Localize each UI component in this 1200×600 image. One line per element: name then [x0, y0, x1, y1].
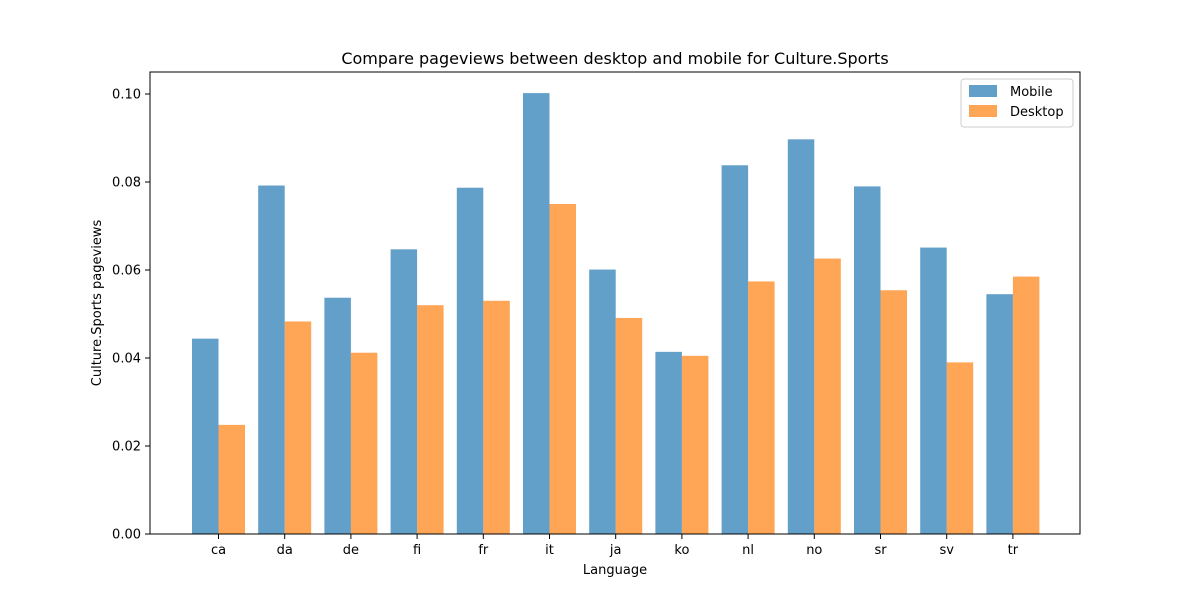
x-tick-label-fi: fi	[413, 543, 421, 558]
bars-layer	[192, 93, 1040, 535]
bar-mobile-sr	[854, 186, 881, 534]
x-tick-label-ja: ja	[609, 543, 622, 558]
bar-mobile-no	[787, 139, 815, 534]
bar-mobile-sv	[920, 247, 947, 534]
bar-mobile-ko	[655, 351, 682, 534]
plot-frame	[149, 71, 1081, 535]
y-tick-label-0.06: 0.06	[112, 264, 141, 279]
x-tick-label-ko: ko	[674, 543, 689, 558]
bar-mobile-ja	[589, 269, 616, 534]
x-tick-label-ca: ca	[211, 543, 226, 558]
y-axis-label: Culture.Sports pageviews	[90, 220, 105, 387]
bar-desktop-ko	[681, 355, 709, 534]
bar-desktop-da	[284, 321, 312, 534]
x-tick-label-sv: sv	[939, 543, 954, 558]
legend-swatch-desktop	[969, 105, 997, 117]
bar-desktop-fr	[483, 300, 510, 534]
bar-desktop-nl	[748, 281, 775, 534]
bar-mobile-da	[258, 185, 285, 534]
y-tick-label-0.04: 0.04	[112, 352, 141, 367]
bar-desktop-fi	[417, 305, 444, 534]
bar-mobile-tr	[986, 294, 1013, 534]
legend: Mobile Desktop	[960, 78, 1074, 128]
bar-mobile-fr	[456, 187, 484, 534]
x-tick-label-it: it	[545, 543, 554, 558]
legend-label-mobile: Mobile	[1010, 85, 1053, 100]
legend-label-desktop: Desktop	[1010, 105, 1064, 120]
bar-mobile-it	[523, 93, 550, 535]
bar-desktop-ja	[615, 317, 643, 534]
bar-desktop-it	[549, 204, 576, 534]
x-tick-label-fr: fr	[478, 543, 489, 558]
bar-desktop-sv	[946, 362, 974, 534]
legend-swatch-mobile	[969, 85, 997, 97]
bar-desktop-ca	[218, 424, 245, 534]
ticks-layer: ca da de fi fr it ja ko nl no sr sv tr 0.00 0.02 0.04 0.…	[112, 88, 1019, 559]
y-tick-label-0.08: 0.08	[112, 176, 141, 191]
x-tick-label-no: no	[806, 543, 822, 558]
y-tick-label-0.00: 0.00	[112, 528, 141, 543]
x-tick-label-nl: nl	[742, 543, 754, 558]
bar-desktop-de	[350, 352, 378, 534]
bar-mobile-ca	[192, 338, 219, 534]
bar-desktop-sr	[880, 290, 907, 534]
x-tick-label-de: de	[343, 543, 359, 558]
x-axis-label: Language	[583, 563, 647, 578]
bar-desktop-no	[814, 258, 841, 534]
x-tick-label-sr: sr	[874, 543, 887, 558]
bar-desktop-tr	[1012, 276, 1040, 534]
y-tick-label-0.10: 0.10	[112, 88, 141, 103]
chart-title: Compare pageviews between desktop and mo…	[341, 49, 888, 68]
x-tick-label-tr: tr	[1008, 543, 1019, 558]
bar-mobile-nl	[721, 165, 749, 534]
x-tick-label-da: da	[277, 543, 293, 558]
y-tick-label-0.02: 0.02	[112, 440, 141, 455]
bar-mobile-fi	[390, 249, 418, 534]
bar-mobile-de	[324, 297, 351, 534]
